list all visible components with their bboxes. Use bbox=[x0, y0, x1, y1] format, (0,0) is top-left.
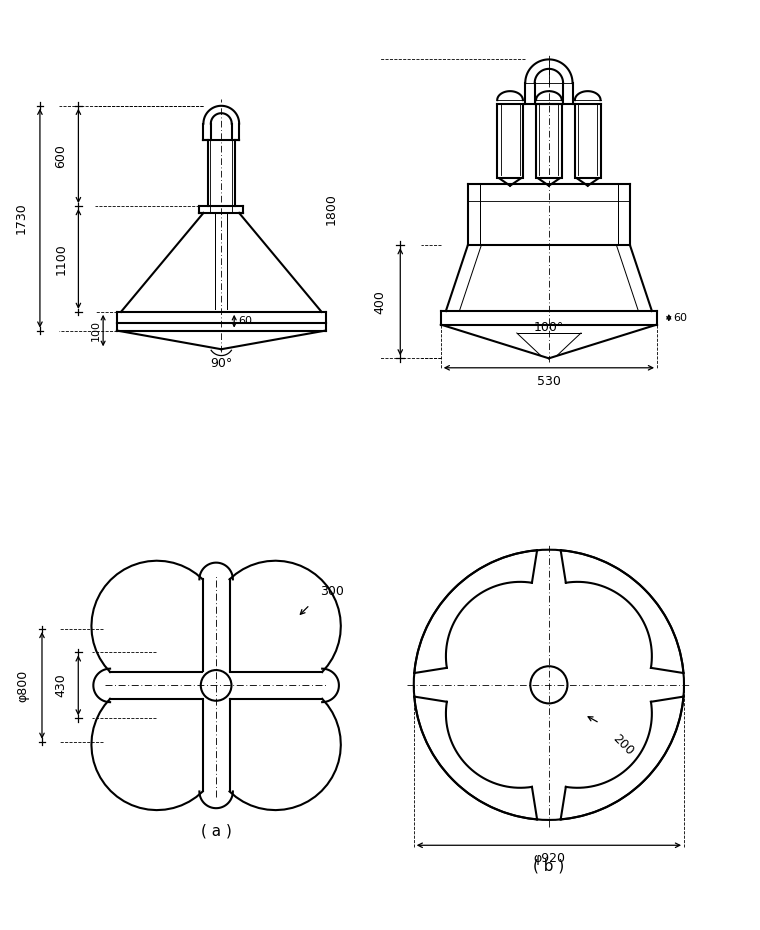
Text: 200: 200 bbox=[610, 732, 636, 758]
Text: 100°: 100° bbox=[534, 321, 564, 334]
Text: ( b ): ( b ) bbox=[534, 859, 565, 874]
Text: ( a ): ( a ) bbox=[201, 824, 232, 839]
Text: 430: 430 bbox=[55, 673, 68, 698]
Text: 1800: 1800 bbox=[325, 193, 337, 225]
Text: 1100: 1100 bbox=[55, 243, 68, 275]
Text: 60: 60 bbox=[673, 312, 687, 323]
Text: 400: 400 bbox=[374, 290, 387, 313]
Text: 100: 100 bbox=[90, 320, 100, 341]
Text: 1730: 1730 bbox=[14, 203, 27, 234]
Text: 60: 60 bbox=[239, 316, 252, 326]
Text: 600: 600 bbox=[55, 144, 68, 168]
Text: 90°: 90° bbox=[211, 357, 233, 370]
Text: φ800: φ800 bbox=[17, 670, 30, 701]
Text: 530: 530 bbox=[537, 375, 561, 388]
Text: φ920: φ920 bbox=[533, 852, 565, 865]
Text: 300: 300 bbox=[320, 585, 344, 598]
